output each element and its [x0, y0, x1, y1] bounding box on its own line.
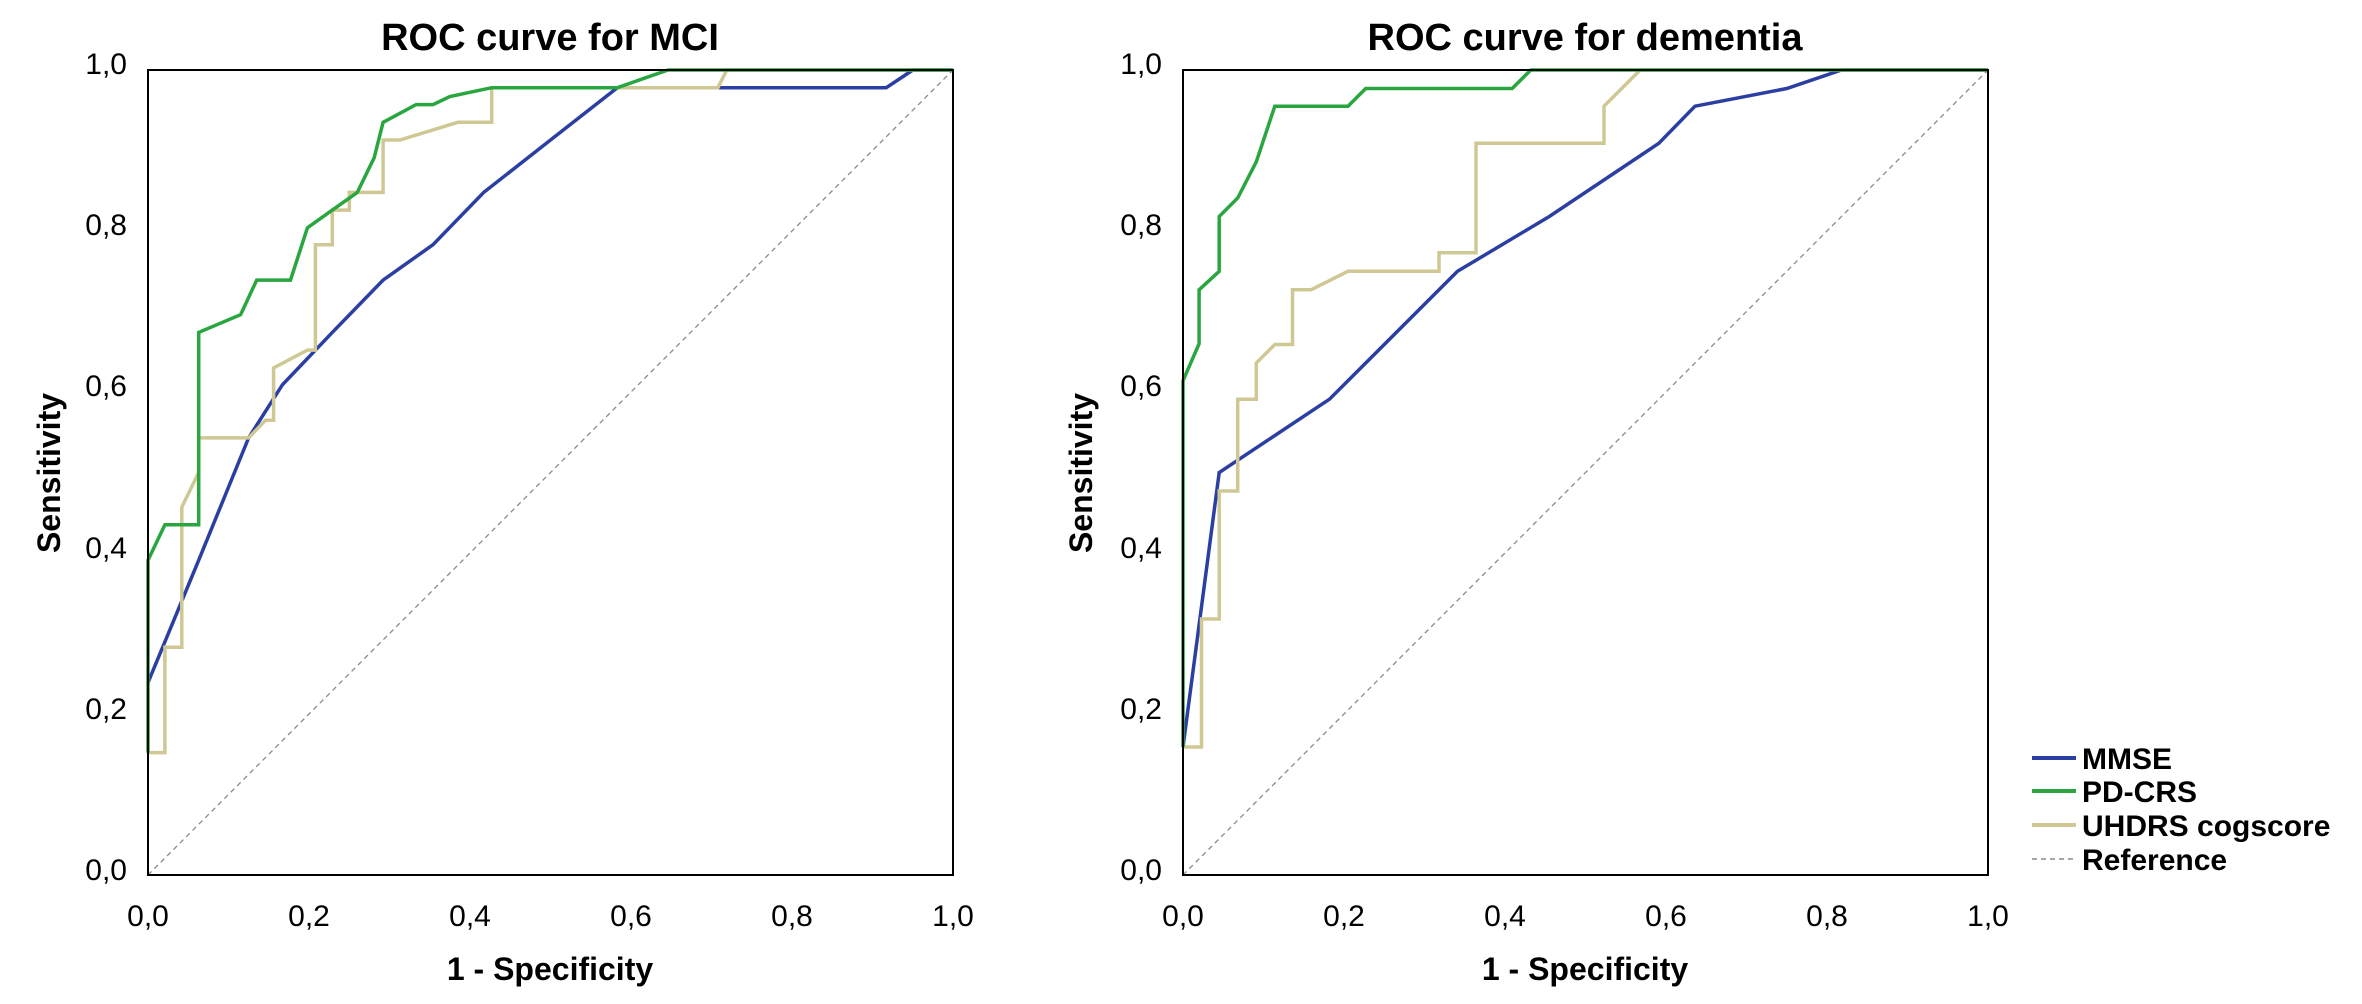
legend-label: Reference — [2082, 844, 2227, 877]
series-line-reference — [1182, 69, 1989, 876]
y-tick-label: 0,4 — [1120, 532, 1162, 565]
x-tick-label: 0,6 — [610, 900, 652, 933]
x-tick-label: 1,0 — [932, 900, 974, 933]
x-tick-label: 0,0 — [1162, 900, 1204, 933]
y-tick-label: 1,0 — [1120, 48, 1162, 81]
series-line-uhdrs-cogscore — [1183, 68, 1988, 749]
x-tick-labels: 0,0 0,2 0,4 0,6 0,8 1,0 — [1162, 900, 2009, 933]
series-line-pd-crs — [146, 68, 953, 753]
legend-item-pd-crs: PD-CRS — [2032, 776, 2197, 809]
plot-area — [1181, 68, 1989, 876]
legend-item-reference: Reference — [2032, 844, 2227, 877]
series-line-pd-crs — [1181, 68, 1988, 747]
y-axis-label: Sensitivity — [1063, 393, 1099, 553]
chart-mci: ROC curve for MCI Sensitivity 1 - Specif… — [31, 17, 974, 987]
x-tick-label: 1,0 — [1967, 900, 2009, 933]
x-tick-label: 0,6 — [1645, 900, 1687, 933]
y-axis-label: Sensitivity — [31, 393, 67, 553]
x-axis-label: 1 - Specificity — [1482, 951, 1689, 987]
y-tick-label: 1,0 — [85, 48, 127, 81]
legend-label: PD-CRS — [2082, 776, 2197, 809]
x-axis-label: 1 - Specificity — [447, 951, 654, 987]
y-tick-labels: 0,0 0,2 0,4 0,6 0,8 1,0 — [85, 48, 127, 887]
x-tick-labels: 0,0 0,2 0,4 0,6 0,8 1,0 — [127, 900, 974, 933]
y-tick-label: 0,6 — [85, 370, 127, 403]
legend-item-mmse: MMSE — [2032, 743, 2172, 776]
y-tick-label: 0,0 — [1120, 854, 1162, 887]
series-line-reference — [147, 69, 954, 876]
y-tick-labels: 0,0 0,2 0,4 0,6 0,8 1,0 — [1120, 48, 1162, 887]
x-tick-label: 0,4 — [1484, 900, 1526, 933]
series-line-uhdrs-cogscore — [148, 68, 953, 755]
y-tick-label: 0,2 — [85, 693, 127, 726]
x-tick-label: 0,8 — [771, 900, 813, 933]
y-tick-label: 0,8 — [85, 209, 127, 242]
legend-label: MMSE — [2082, 743, 2172, 776]
series-line-mmse — [1181, 68, 1988, 748]
chart-title: ROC curve for MCI — [381, 17, 719, 59]
x-tick-label: 0,4 — [449, 900, 491, 933]
x-tick-label: 0,2 — [1323, 900, 1365, 933]
legend-item-uhdrs-cogscore: UHDRS cogscore — [2032, 810, 2330, 843]
x-tick-label: 0,0 — [127, 900, 169, 933]
y-tick-label: 0,4 — [85, 532, 127, 565]
y-tick-label: 0,6 — [1120, 370, 1162, 403]
x-tick-label: 0,8 — [1806, 900, 1848, 933]
y-tick-label: 0,2 — [1120, 693, 1162, 726]
legend-label: UHDRS cogscore — [2082, 810, 2330, 843]
y-tick-label: 0,0 — [85, 854, 127, 887]
chart-title: ROC curve for dementia — [1368, 17, 1804, 59]
chart-dementia: ROC curve for dementia Sensitivity 1 - S… — [1063, 17, 2009, 987]
plot-frame — [1182, 69, 1989, 876]
x-tick-label: 0,2 — [288, 900, 330, 933]
plot-area — [146, 68, 954, 876]
series-line-mmse — [146, 68, 953, 684]
legend: MMSE PD-CRS UHDRS cogscore Reference — [2032, 743, 2330, 877]
plot-frame — [147, 69, 954, 876]
y-tick-label: 0,8 — [1120, 209, 1162, 242]
